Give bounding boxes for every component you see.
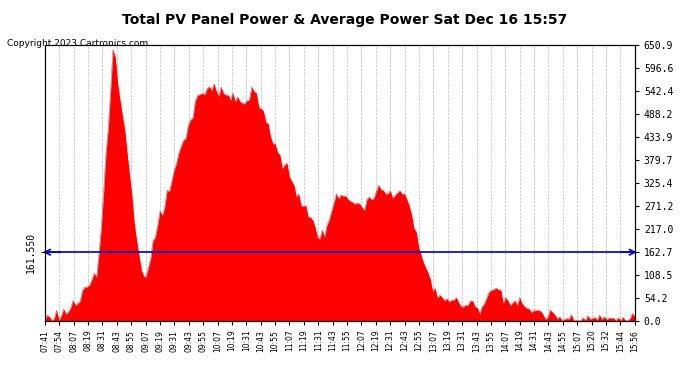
Text: Copyright 2023 Cartronics.com: Copyright 2023 Cartronics.com [7,39,148,48]
Text: Total PV Panel Power & Average Power Sat Dec 16 15:57: Total PV Panel Power & Average Power Sat… [122,13,568,27]
